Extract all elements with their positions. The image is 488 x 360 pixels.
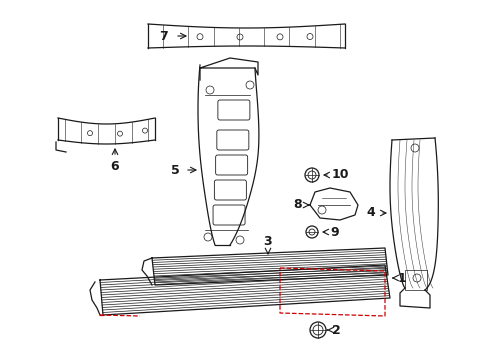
Text: 5: 5 (171, 163, 180, 176)
Text: 7: 7 (159, 30, 168, 42)
Text: 1: 1 (397, 271, 406, 284)
Bar (404, 270, 426, 290)
Text: 10: 10 (331, 168, 349, 181)
Polygon shape (309, 188, 357, 220)
Polygon shape (90, 280, 100, 315)
Text: 8: 8 (293, 198, 302, 211)
Text: 9: 9 (329, 225, 338, 238)
Polygon shape (100, 265, 389, 315)
Text: 3: 3 (263, 235, 272, 248)
Polygon shape (200, 58, 258, 80)
Polygon shape (198, 65, 258, 245)
Text: 6: 6 (110, 160, 119, 173)
Polygon shape (399, 288, 429, 308)
Text: 2: 2 (331, 324, 340, 337)
Polygon shape (152, 248, 387, 285)
Polygon shape (389, 138, 437, 290)
Text: 4: 4 (366, 207, 374, 220)
